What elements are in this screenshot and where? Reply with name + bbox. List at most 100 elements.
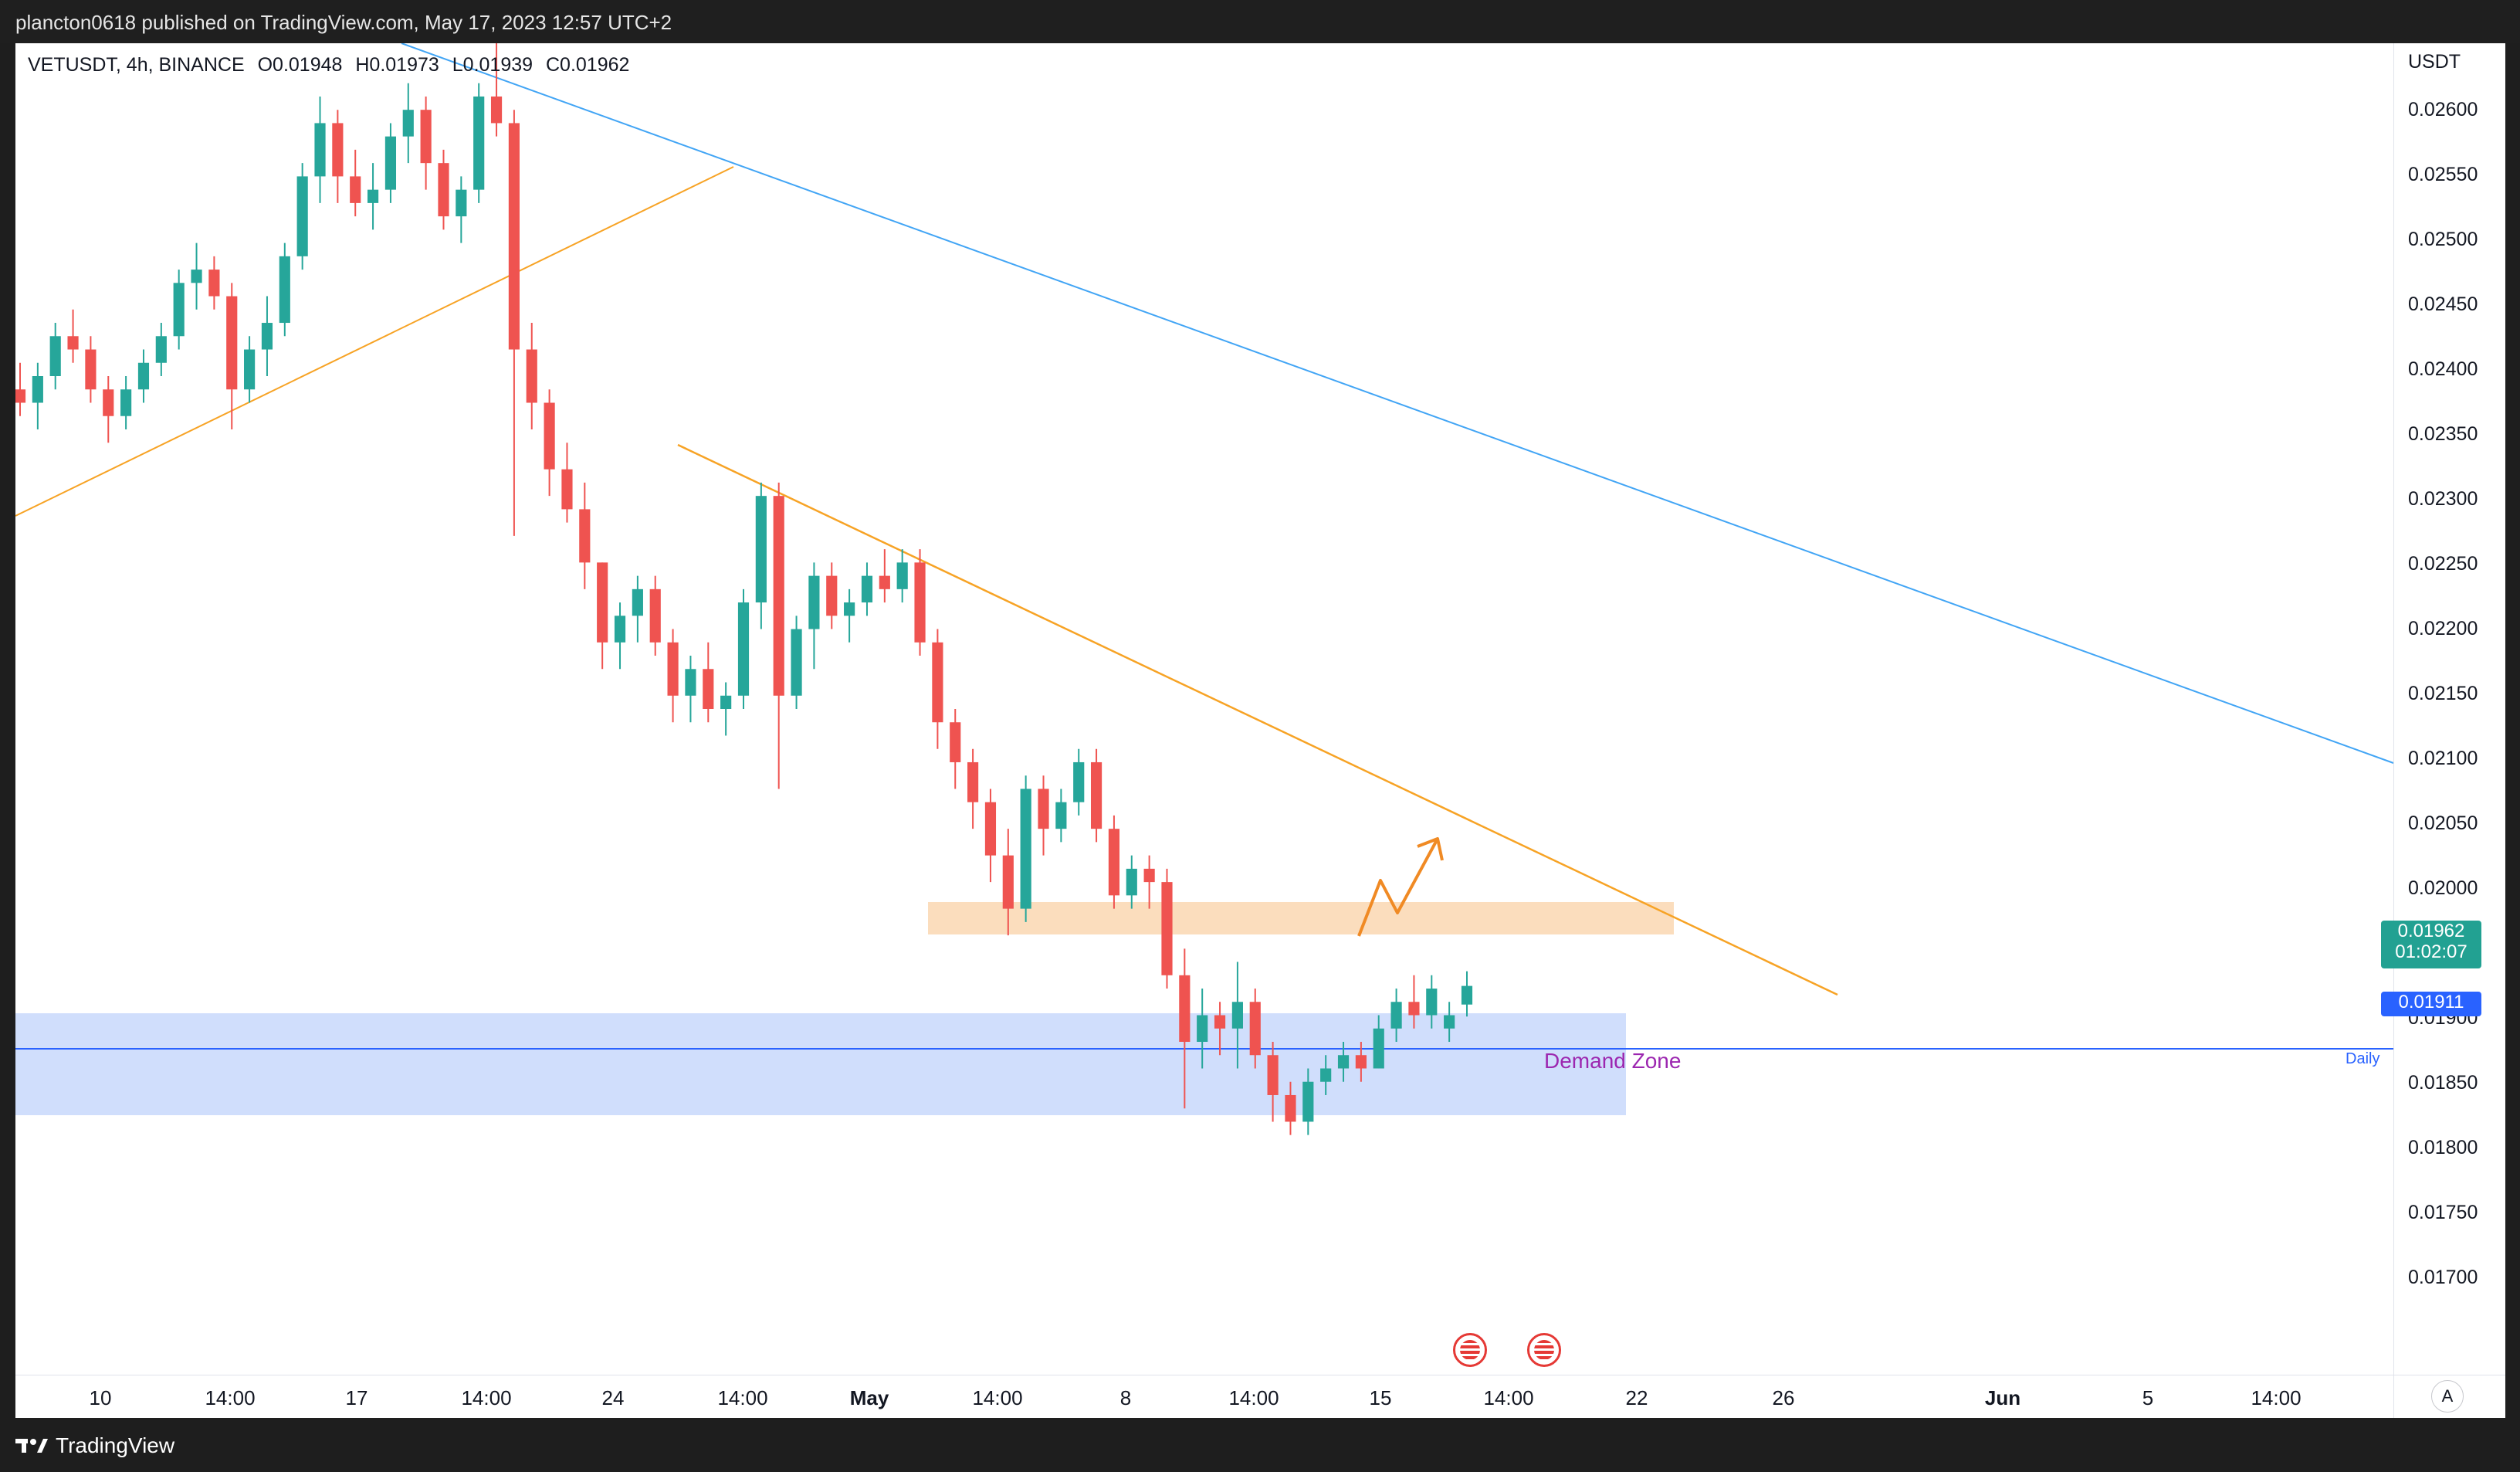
candle-body[interactable]: [420, 110, 432, 164]
candle-body[interactable]: [1126, 868, 1137, 896]
candle-body[interactable]: [350, 176, 361, 203]
candle-body[interactable]: [597, 562, 608, 643]
candle-body[interactable]: [1108, 829, 1120, 896]
candle-body[interactable]: [32, 376, 43, 403]
demand-zone-label[interactable]: Demand Zone: [1544, 1049, 1682, 1073]
candle-body[interactable]: [1214, 1015, 1226, 1029]
candle-body[interactable]: [1143, 868, 1155, 883]
candle-body[interactable]: [1355, 1055, 1367, 1069]
candle-body[interactable]: [561, 469, 573, 510]
candle-body[interactable]: [1267, 1055, 1279, 1095]
candle-body[interactable]: [1038, 789, 1049, 829]
candle-body[interactable]: [1073, 761, 1085, 802]
candle-body[interactable]: [703, 669, 714, 709]
candle-body[interactable]: [614, 616, 626, 643]
candle-body[interactable]: [649, 588, 661, 643]
candle-body[interactable]: [120, 389, 132, 416]
candle-body[interactable]: [508, 123, 520, 350]
candle-body[interactable]: [296, 176, 308, 256]
candle-body[interactable]: [173, 283, 185, 337]
auto-scale-button[interactable]: A: [2431, 1380, 2464, 1413]
candle-body[interactable]: [244, 349, 256, 390]
candle-body[interactable]: [896, 562, 908, 589]
candle-body[interactable]: [879, 575, 890, 589]
supply-zone[interactable]: [928, 902, 1674, 934]
candle-body[interactable]: [1002, 855, 1014, 909]
candle-body[interactable]: [1090, 761, 1102, 829]
candle-body[interactable]: [685, 669, 696, 696]
candle-body[interactable]: [473, 96, 485, 190]
candle-body[interactable]: [367, 189, 379, 203]
us-flag-event-icon[interactable]: [1453, 1333, 1487, 1367]
candle-body[interactable]: [526, 349, 537, 403]
candle-body[interactable]: [208, 270, 220, 297]
candle-body[interactable]: [737, 602, 750, 696]
symbol-legend[interactable]: VETUSDT, 4h, BINANCE O0.01948 H0.01973 L…: [28, 54, 637, 76]
candle-body[interactable]: [1390, 1002, 1402, 1029]
chart-canvas[interactable]: [15, 43, 2505, 1418]
candle-body[interactable]: [984, 802, 997, 856]
candle-body[interactable]: [155, 336, 167, 363]
candle-body[interactable]: [1461, 985, 1473, 1005]
time-axis[interactable]: 10 14:00 17 14:00 24 14:00 May 14:00 8 1…: [15, 1375, 2393, 1419]
candle-body[interactable]: [191, 270, 202, 283]
candle-body[interactable]: [1302, 1081, 1314, 1122]
candle-body[interactable]: [456, 189, 467, 217]
candle-body[interactable]: [226, 296, 238, 390]
candle-body[interactable]: [279, 256, 290, 324]
candle-body[interactable]: [773, 496, 784, 696]
candle-body[interactable]: [332, 123, 344, 177]
candle-body[interactable]: [1320, 1068, 1332, 1082]
candle-body[interactable]: [755, 496, 767, 603]
candle-body[interactable]: [720, 695, 732, 709]
us-flag-event-icon[interactable]: [1527, 1333, 1561, 1367]
candle-body[interactable]: [844, 602, 855, 616]
price-axis[interactable]: USDT 0.02600 0.02550 0.02500 0.02450 0.0…: [2393, 43, 2505, 1375]
candle-body[interactable]: [402, 110, 414, 137]
candle-body[interactable]: [826, 575, 838, 616]
candle-body[interactable]: [579, 509, 591, 563]
candle-body[interactable]: [67, 336, 79, 350]
orange-falling-trendline[interactable]: [677, 443, 1838, 996]
candle-body[interactable]: [544, 402, 555, 470]
projection-path[interactable]: [1357, 838, 1439, 937]
candle-body[interactable]: [137, 362, 150, 390]
candle-body[interactable]: [261, 323, 273, 350]
candle-body[interactable]: [914, 562, 926, 643]
candle-body[interactable]: [1408, 1002, 1420, 1016]
candle-body[interactable]: [384, 136, 397, 190]
candle-body[interactable]: [1285, 1094, 1296, 1122]
candle-body[interactable]: [1020, 789, 1031, 909]
candle-body[interactable]: [1231, 1002, 1243, 1029]
candle-body[interactable]: [103, 389, 114, 416]
tradingview-brand[interactable]: TradingView: [15, 1433, 174, 1458]
candle-body[interactable]: [967, 761, 979, 802]
candle-body[interactable]: [932, 642, 943, 723]
candlestick-series[interactable]: [15, 43, 1473, 1135]
candle-body[interactable]: [1197, 1015, 1208, 1042]
candle-body[interactable]: [1055, 802, 1067, 829]
candle-body[interactable]: [85, 349, 97, 390]
candle-body[interactable]: [49, 336, 61, 376]
candle-body[interactable]: [438, 163, 449, 217]
orange-rising-trendline[interactable]: [15, 166, 734, 517]
candle-body[interactable]: [950, 722, 961, 762]
candle-body[interactable]: [808, 575, 820, 629]
candle-body[interactable]: [667, 642, 679, 696]
candle-body[interactable]: [1337, 1055, 1350, 1069]
candle-body[interactable]: [490, 96, 503, 124]
candle-body[interactable]: [1161, 882, 1173, 975]
candle-body[interactable]: [1444, 1015, 1455, 1029]
candle-body[interactable]: [632, 588, 643, 616]
candle-body[interactable]: [1373, 1028, 1384, 1069]
candle-body[interactable]: [1426, 989, 1438, 1016]
candle-body[interactable]: [861, 575, 873, 603]
chart-frame[interactable]: VETUSDT, 4h, BINANCE O0.01948 H0.01973 L…: [15, 43, 2505, 1419]
candle-body[interactable]: [1249, 1002, 1261, 1056]
candle-body[interactable]: [314, 123, 326, 177]
blue-trendline[interactable]: [401, 43, 2394, 764]
candle-body[interactable]: [791, 629, 802, 696]
candle-body[interactable]: [1179, 975, 1191, 1042]
demand-zone[interactable]: [15, 1013, 1626, 1115]
candle-body[interactable]: [15, 389, 26, 403]
